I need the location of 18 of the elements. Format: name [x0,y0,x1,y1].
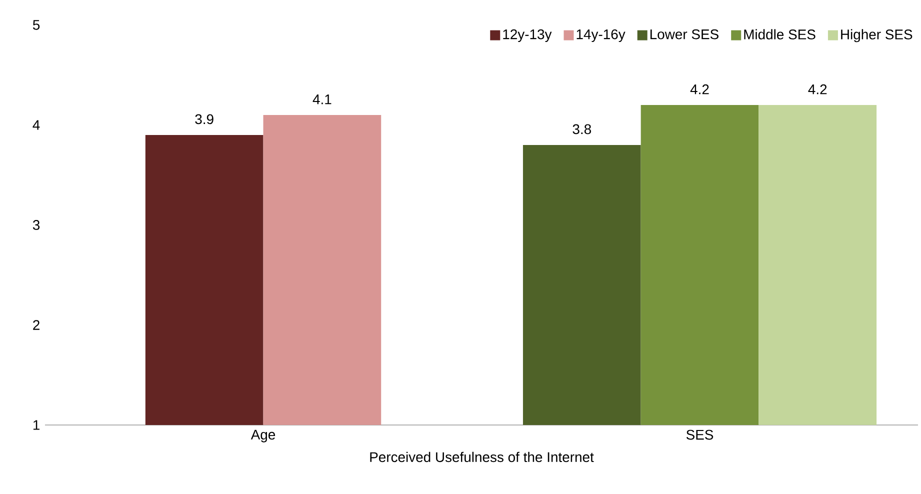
legend-label: Lower SES [650,29,718,40]
y-tick-label: 2 [33,320,40,330]
x-axis-title: Perceived Usefulness of the Internet [370,452,594,462]
y-tick-label: 1 [33,420,40,430]
data-label: 4.2 [690,84,709,94]
legend-label: Higher SES [841,29,912,42]
data-label: 3.8 [572,124,591,134]
legend-label: 12y-13y [503,29,552,42]
x-tick-label: Age [250,430,276,442]
data-label: 4.2 [808,84,827,94]
legend-label: Middle SES [744,29,816,40]
y-tick-label: 3 [32,220,40,230]
y-tick-label: 5 [32,20,40,30]
y-tick-label: 4 [32,120,40,130]
x-tick-label: SES [686,430,714,440]
legend-label: 14y-16y [576,29,626,42]
data-label: 3.9 [195,114,214,124]
data-label: 4.1 [312,94,332,104]
